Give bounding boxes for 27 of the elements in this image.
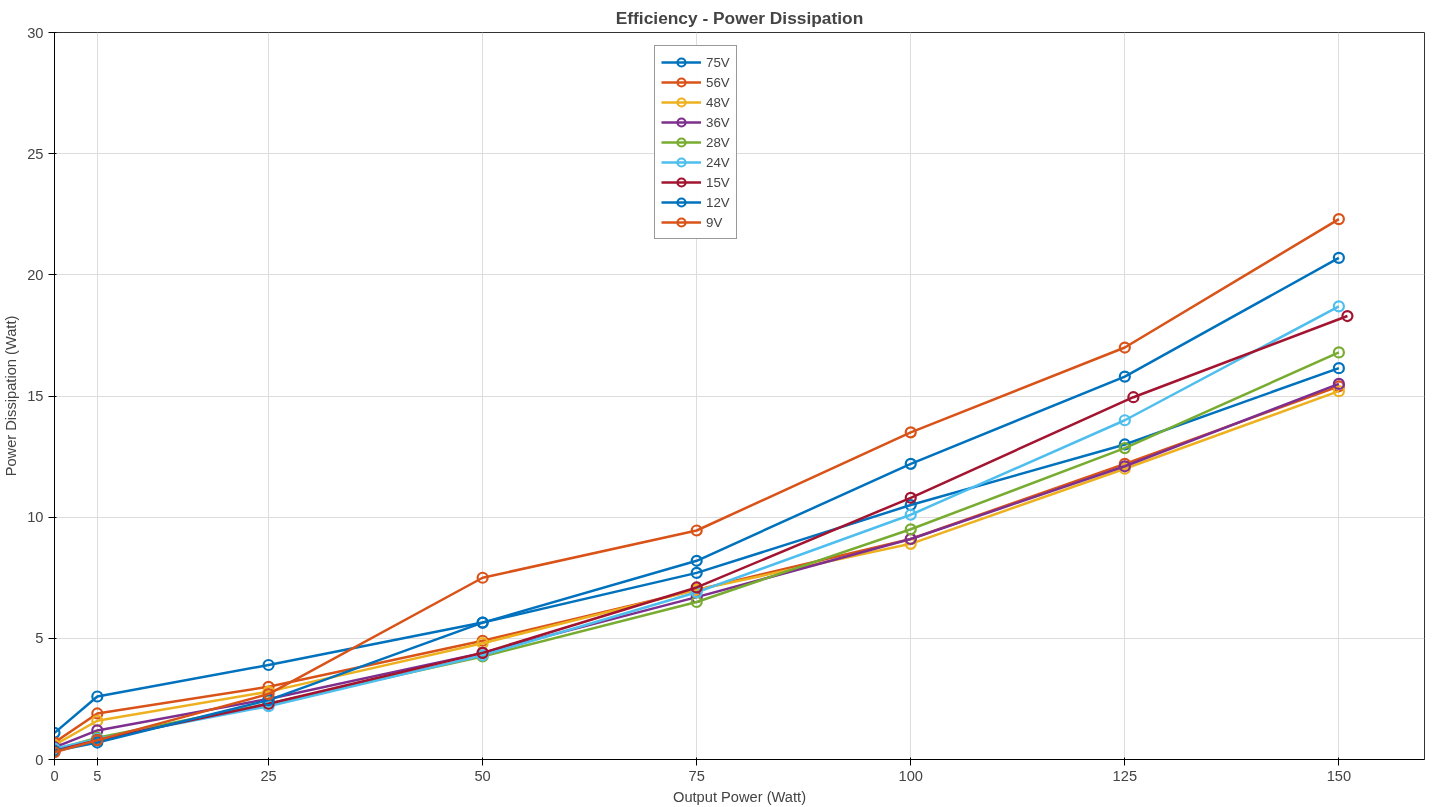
x-tick-label: 5 — [93, 767, 102, 784]
legend-label: 48V — [706, 94, 730, 110]
x-tick-label: 50 — [474, 767, 491, 784]
y-tick-label: 10 — [27, 509, 44, 526]
y-axis-title: Power Dissipation (Watt) — [3, 315, 20, 477]
x-tick-label: 75 — [688, 767, 705, 784]
legend-label: 12V — [706, 194, 730, 210]
y-tick-label: 20 — [27, 266, 44, 283]
legend-label: 36V — [706, 114, 730, 130]
y-tick-label: 15 — [27, 388, 44, 404]
x-tick-label: 150 — [1326, 767, 1352, 784]
x-axis-title: Output Power (Watt) — [672, 788, 807, 805]
y-tick-label: 25 — [27, 145, 44, 162]
legend-label: 28V — [706, 134, 730, 150]
y-tick-label: 30 — [27, 24, 44, 41]
x-tick-label: 25 — [260, 767, 277, 784]
legend-label: 24V — [706, 154, 730, 170]
y-tick-label: 0 — [35, 751, 44, 768]
x-tick-label: 100 — [898, 767, 923, 784]
x-tick-label: 125 — [1112, 767, 1138, 784]
legend-label: 15V — [706, 174, 730, 190]
legend-label: 9V — [706, 214, 724, 230]
legend-label: 56V — [706, 74, 730, 90]
y-tick-label: 5 — [35, 630, 44, 647]
chart-title: Efficiency - Power Dissipation — [615, 7, 864, 28]
legend-label: 75V — [706, 54, 730, 70]
x-tick-label: 0 — [50, 767, 59, 784]
